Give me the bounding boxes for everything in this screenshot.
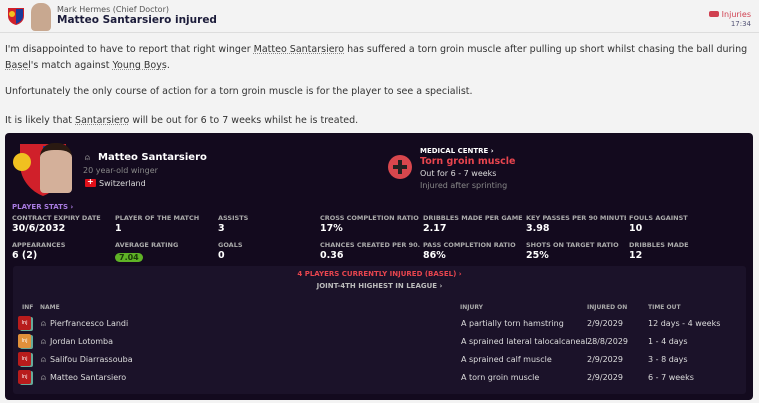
person-icon: ⍝ bbox=[41, 373, 46, 382]
stat-value: 12 bbox=[629, 250, 643, 261]
club-link[interactable]: Basel bbox=[5, 60, 31, 71]
stat-label: SHOTS ON TARGET RATIO bbox=[526, 241, 619, 249]
injured-on: 2/9/2029 bbox=[587, 355, 623, 364]
stat-value: 3.98 bbox=[526, 223, 550, 234]
stat-label: DRIBBLES MADE bbox=[629, 241, 689, 249]
player-link[interactable]: Santarsiero bbox=[75, 115, 130, 126]
stat-value: 30/6/2032 bbox=[12, 223, 66, 234]
stat-value: 0.36 bbox=[320, 250, 344, 261]
injured-on: 2/9/2029 bbox=[587, 319, 623, 328]
medical-cross-icon bbox=[388, 155, 412, 179]
stat-label: KEY PASSES PER 90 MINUTES bbox=[526, 214, 626, 222]
table-row[interactable]: Inj ⍝ Jordan Lotomba A sprained lateral … bbox=[18, 334, 738, 350]
player-name[interactable]: Matteo Santarsiero bbox=[98, 152, 207, 163]
stat-value: 10 bbox=[629, 223, 643, 234]
stat-label: PASS COMPLETION RATIO bbox=[423, 241, 516, 249]
injured-on: 2/9/2029 bbox=[587, 373, 623, 382]
average-rating-badge: 7.04 bbox=[115, 253, 143, 262]
person-icon: ⍝ bbox=[85, 153, 90, 162]
injuries-tag[interactable]: Injuries bbox=[708, 10, 751, 19]
player-name[interactable]: Jordan Lotomba bbox=[50, 337, 114, 346]
time-out: 6 - 7 weeks bbox=[648, 373, 694, 382]
stat-label: AVERAGE RATING bbox=[115, 241, 179, 249]
table-row[interactable]: Inj ⍝ Salifou Diarrassouba A sprained ca… bbox=[18, 352, 738, 368]
player-stats-link[interactable]: PLAYER STATS › bbox=[12, 203, 74, 211]
injury: A sprained calf muscle bbox=[461, 355, 552, 364]
injury-status-badge: Inj bbox=[18, 352, 31, 366]
injured-on: 28/8/2029 bbox=[587, 337, 629, 346]
stat-label: GOALS bbox=[218, 241, 243, 249]
column-header-name[interactable]: NAME bbox=[40, 304, 60, 311]
league-rank-link[interactable]: JOINT-4TH HIGHEST IN LEAGUE › bbox=[316, 282, 443, 290]
column-header-injured-on[interactable]: INJURED ON bbox=[587, 304, 628, 311]
stat-label: PLAYER OF THE MATCH bbox=[115, 214, 200, 222]
paragraph: Unfortunately the only course of action … bbox=[5, 86, 473, 97]
stat-value: 17% bbox=[320, 223, 343, 234]
message-time: 17:34 bbox=[730, 20, 751, 28]
time-out: 1 - 4 days bbox=[648, 337, 688, 346]
time-out: 12 days - 4 weeks bbox=[648, 319, 721, 328]
injury-duration: Out for 6 - 7 weeks bbox=[420, 169, 497, 178]
injury-status-badge: Inj bbox=[18, 316, 31, 330]
message-subject: Matteo Santarsiero injured bbox=[57, 14, 217, 26]
stat-value: 0 bbox=[218, 250, 225, 261]
player-name[interactable]: Pierfrancesco Landi bbox=[50, 319, 129, 328]
player-description: 20 year-old winger bbox=[83, 166, 158, 175]
player-photo[interactable] bbox=[40, 143, 72, 193]
player-name[interactable]: Salifou Diarrassouba bbox=[50, 355, 133, 364]
person-icon: ⍝ bbox=[41, 355, 46, 364]
stat-label: APPEARANCES bbox=[12, 241, 66, 249]
column-header-inf[interactable]: INF bbox=[22, 304, 34, 311]
opponent-link[interactable]: Young Boys bbox=[112, 60, 167, 71]
club-crest-icon bbox=[8, 8, 24, 25]
medical-centre-link[interactable]: MEDICAL CENTRE › bbox=[420, 147, 494, 155]
table-row[interactable]: Inj ⍝ Matteo Santarsiero A torn groin mu… bbox=[18, 370, 738, 386]
swiss-flag-icon bbox=[85, 177, 96, 187]
time-out: 3 - 8 days bbox=[648, 355, 688, 364]
person-icon: ⍝ bbox=[41, 319, 46, 328]
stat-label: CHANCES CREATED PER 90... bbox=[320, 241, 420, 249]
stat-label: CROSS COMPLETION RATIO bbox=[320, 214, 419, 222]
stat-label: FOULS AGAINST bbox=[629, 214, 688, 222]
stat-value: 86% bbox=[423, 250, 446, 261]
injury: A sprained lateral talocalcaneal... bbox=[461, 337, 596, 346]
stat-value: 6 (2) bbox=[12, 250, 38, 261]
person-icon: ⍝ bbox=[41, 337, 46, 346]
injury: A torn groin muscle bbox=[461, 373, 540, 382]
stat-value: 3 bbox=[218, 223, 225, 234]
injured-players-table bbox=[13, 266, 746, 394]
stat-label: CONTRACT EXPIRY DATE bbox=[12, 214, 101, 222]
stat-value: 2.17 bbox=[423, 223, 447, 234]
player-link[interactable]: Matteo Santarsiero bbox=[253, 44, 345, 55]
injury-status-badge: Inj bbox=[18, 370, 31, 384]
stat-value: 25% bbox=[526, 250, 549, 261]
table-row[interactable]: Inj ⍝ Pierfrancesco Landi A partially to… bbox=[18, 316, 738, 332]
injury-name: Torn groin muscle bbox=[420, 156, 516, 167]
stat-value: 1 bbox=[115, 223, 122, 234]
column-header-injury[interactable]: INJURY bbox=[460, 304, 483, 311]
injury-cause: Injured after sprinting bbox=[420, 181, 508, 190]
injury: A partially torn hamstring bbox=[461, 319, 564, 328]
player-name[interactable]: Matteo Santarsiero bbox=[50, 373, 127, 382]
sender-name[interactable]: Mark Hermes (Chief Doctor) bbox=[57, 5, 169, 14]
message-header: Mark Hermes (Chief Doctor) Matteo Santar… bbox=[0, 0, 759, 33]
column-header-time-out[interactable]: TIME OUT bbox=[648, 304, 681, 311]
injury-status-badge: Inj bbox=[18, 334, 31, 348]
stat-label: DRIBBLES MADE PER GAME bbox=[423, 214, 523, 222]
injury-tag-icon bbox=[708, 11, 719, 17]
sender-avatar[interactable] bbox=[31, 3, 51, 31]
player-nationality[interactable]: Switzerland bbox=[99, 179, 146, 188]
injured-count-link[interactable]: 4 PLAYERS CURRENTLY INJURED (BASEL) › bbox=[297, 270, 462, 278]
stat-label: ASSISTS bbox=[218, 214, 249, 222]
